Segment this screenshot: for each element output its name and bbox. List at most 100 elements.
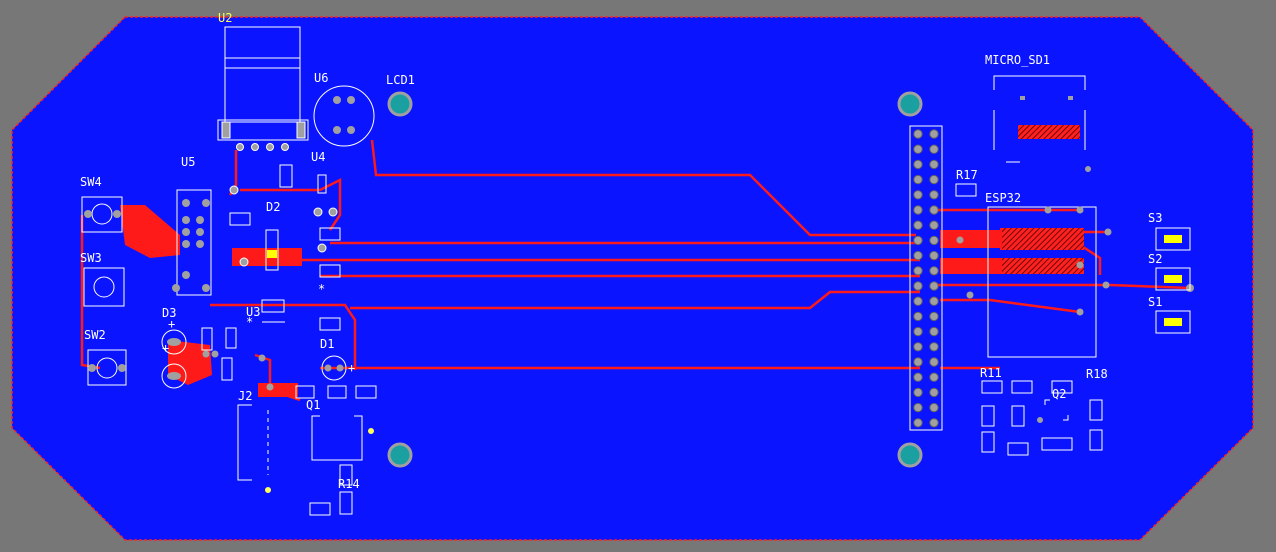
component-s3[interactable] <box>1155 227 1191 251</box>
label-j2: J2 <box>238 389 252 403</box>
header-pin-pad <box>929 174 939 185</box>
label-sw2: SW2 <box>84 328 106 342</box>
header-pin-pad <box>929 129 939 139</box>
label-u6: U6 <box>314 71 328 85</box>
header-pin-pad <box>913 357 923 367</box>
label-micro-sd1: MICRO_SD1 <box>985 53 1050 67</box>
header-pin-pad <box>913 250 923 261</box>
trace <box>370 139 916 237</box>
polarity-marks: + + + * <box>162 282 355 375</box>
component-u3[interactable]: * <box>246 299 285 391</box>
header-pin-pad <box>913 387 923 398</box>
header-pin-pad <box>929 144 939 154</box>
mount-hole <box>897 442 923 468</box>
component-sw4[interactable] <box>81 196 123 233</box>
header-pin-pad <box>929 281 939 291</box>
label-u5: U5 <box>181 155 195 169</box>
header-pin-pad <box>929 311 939 322</box>
label-u4: U4 <box>311 150 325 164</box>
component-d3[interactable] <box>161 327 237 389</box>
header-pin-pad <box>913 418 923 428</box>
header-pin-pad <box>929 342 939 352</box>
label-esp32: ESP32 <box>985 191 1021 205</box>
header-pin-pad <box>913 159 923 170</box>
label-s1: S1 <box>1148 295 1162 309</box>
label-r11: R11 <box>980 366 1002 380</box>
label-u3: U3 <box>246 305 260 319</box>
header-pin-pad <box>913 342 923 352</box>
mount-hole <box>897 91 923 117</box>
component-u6[interactable] <box>313 85 375 147</box>
component-q2[interactable] <box>1037 399 1073 451</box>
header-pin-pad <box>929 372 939 382</box>
board-copper-pour <box>11 16 1254 541</box>
header-pin-pad <box>929 418 939 428</box>
mount-hole <box>387 91 413 117</box>
label-r17: R17 <box>956 168 978 182</box>
header-pin-pad <box>913 281 923 291</box>
header-pin-pad <box>929 250 939 261</box>
header-pin-pad <box>913 326 923 337</box>
header-pin-pad <box>913 266 923 276</box>
label-r18: R18 <box>1086 367 1108 381</box>
component-d1[interactable] <box>321 355 347 381</box>
component-u2[interactable] <box>217 26 309 151</box>
trace <box>1079 243 1102 275</box>
label-s2: S2 <box>1148 252 1162 266</box>
component-r18[interactable] <box>1089 399 1103 451</box>
component-q1[interactable] <box>295 385 377 516</box>
svg-text:*: * <box>318 282 325 296</box>
label-d3: D3 <box>162 306 176 320</box>
component-r11[interactable] <box>981 380 1073 456</box>
trace <box>210 303 357 370</box>
header-pin-pad <box>913 235 923 246</box>
header-pin-pad <box>929 266 939 276</box>
label-s3: S3 <box>1148 211 1162 225</box>
component-j2[interactable] <box>237 404 271 493</box>
svg-text:+: + <box>168 317 175 331</box>
header-pin-pad <box>929 387 939 398</box>
label-sw4: SW4 <box>80 175 102 189</box>
svg-text:*: * <box>246 315 253 329</box>
trace-group <box>80 139 1191 402</box>
header-pin-pad <box>913 402 923 413</box>
header-pin-pad <box>913 311 923 322</box>
trace <box>940 298 1081 314</box>
component-micro-sd1[interactable] <box>993 75 1091 172</box>
main-pin-header[interactable] <box>909 125 943 431</box>
component-sw3[interactable] <box>83 267 125 307</box>
trace <box>350 290 920 310</box>
header-pin-pad <box>913 372 923 382</box>
header-pin-pad <box>913 190 923 200</box>
header-pin-pad <box>913 205 923 215</box>
header-pin-pad <box>929 220 939 230</box>
component-s1[interactable] <box>1155 310 1191 334</box>
mount-hole <box>387 442 413 468</box>
mount-holes <box>387 91 923 468</box>
header-pin-pad <box>929 235 939 246</box>
component-sw2[interactable] <box>87 349 127 386</box>
svg-text:+: + <box>162 341 169 355</box>
header-pin-pad <box>929 326 939 337</box>
component-u5[interactable] <box>172 189 212 296</box>
silkscreen-labels: U2 U6 LCD1 MICRO_SD1 U5 U4 SW4 D2 R17 ES… <box>80 11 1162 491</box>
trace <box>930 283 1191 290</box>
component-esp32[interactable] <box>956 206 1195 358</box>
header-pin-pad <box>929 159 939 170</box>
svg-text:+: + <box>348 361 355 375</box>
component-r17[interactable] <box>955 183 977 197</box>
header-pin-pad <box>929 402 939 413</box>
label-sw3: SW3 <box>80 251 102 265</box>
component-d2[interactable] <box>265 229 279 271</box>
component-s2[interactable] <box>1155 267 1191 291</box>
header-pin-pad <box>913 129 923 139</box>
header-pin-pad <box>929 357 939 367</box>
header-pin-pad <box>913 144 923 154</box>
header-pin-pad <box>913 296 923 306</box>
header-pin-pad <box>929 190 939 200</box>
label-d2: D2 <box>266 200 280 214</box>
label-q2: Q2 <box>1052 387 1066 401</box>
header-pin-pad <box>913 174 923 185</box>
component-u4[interactable] <box>229 164 341 331</box>
